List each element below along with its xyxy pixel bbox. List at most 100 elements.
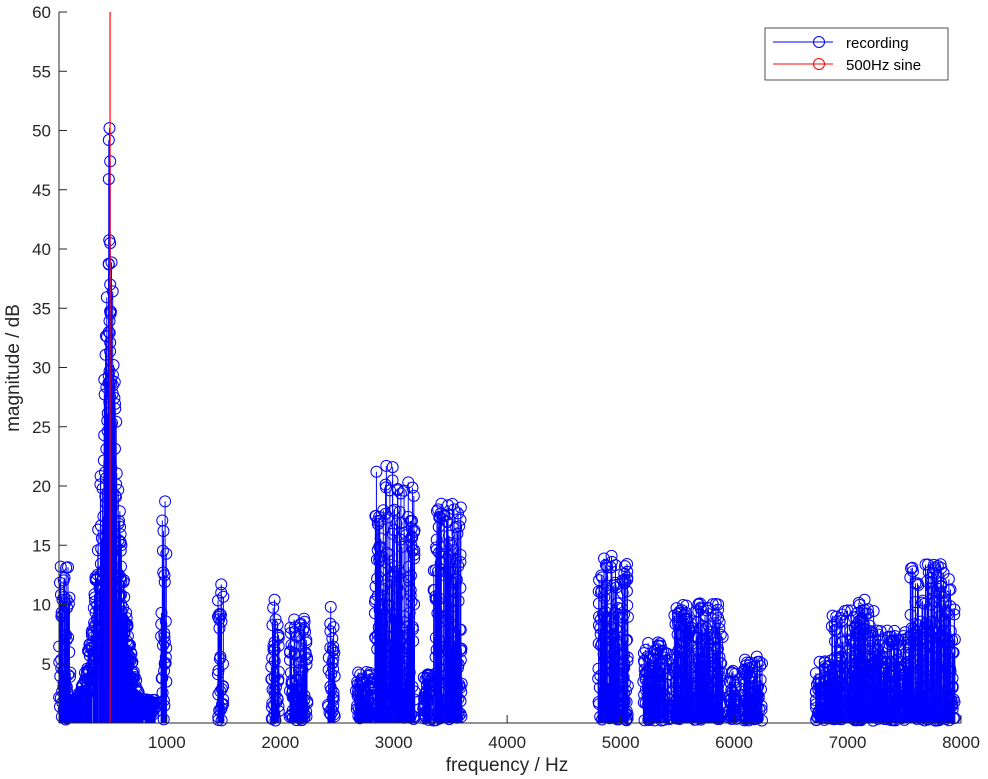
stem-marker bbox=[360, 666, 373, 679]
stem-marker bbox=[449, 552, 462, 565]
stem-marker bbox=[442, 550, 455, 563]
stem-marker bbox=[915, 708, 928, 721]
stem-marker bbox=[395, 517, 408, 530]
stem-marker bbox=[324, 617, 337, 630]
stem-marker bbox=[61, 601, 74, 614]
stem-marker bbox=[382, 677, 395, 690]
stem-marker bbox=[402, 629, 415, 642]
stem-marker bbox=[671, 615, 684, 628]
stem-marker bbox=[839, 667, 852, 680]
stem-marker bbox=[404, 584, 417, 597]
stem-marker bbox=[214, 607, 227, 620]
stem-marker bbox=[618, 560, 631, 573]
stem-marker bbox=[677, 599, 690, 612]
stem-marker bbox=[417, 671, 430, 684]
stem-marker bbox=[670, 698, 683, 711]
stem-marker bbox=[384, 640, 397, 653]
stem-marker bbox=[349, 684, 362, 697]
stem-marker bbox=[599, 611, 612, 624]
stem-marker bbox=[213, 704, 226, 717]
stem-marker bbox=[715, 657, 728, 670]
stem-marker bbox=[911, 625, 924, 638]
stem-marker bbox=[827, 663, 840, 676]
stem-marker bbox=[709, 698, 722, 711]
stem-marker bbox=[880, 657, 893, 670]
stem-marker bbox=[450, 573, 463, 586]
stem-marker bbox=[432, 503, 445, 516]
stem-marker bbox=[597, 608, 610, 621]
stem-marker bbox=[107, 359, 120, 372]
stem-marker bbox=[124, 646, 137, 659]
stem-marker bbox=[827, 671, 840, 684]
stem-marker bbox=[839, 698, 852, 711]
stem-marker bbox=[704, 709, 717, 722]
stem-marker bbox=[638, 654, 651, 667]
stem-marker bbox=[612, 658, 625, 671]
stem-marker bbox=[906, 565, 919, 578]
stem-marker bbox=[99, 490, 112, 503]
stem-marker bbox=[931, 582, 944, 595]
stem-marker bbox=[707, 631, 720, 644]
stem-marker bbox=[738, 653, 751, 666]
stem-marker bbox=[128, 688, 141, 701]
stem-marker bbox=[390, 517, 403, 530]
stem-marker bbox=[729, 676, 742, 689]
stem-marker bbox=[70, 696, 83, 709]
stem-marker bbox=[160, 641, 173, 654]
stem-marker bbox=[904, 641, 917, 654]
stem-marker bbox=[294, 619, 307, 632]
stem-marker bbox=[925, 582, 938, 595]
stem-marker bbox=[828, 624, 841, 637]
stem-marker bbox=[284, 709, 297, 722]
stem-marker bbox=[156, 639, 169, 652]
stem-marker bbox=[117, 613, 130, 626]
stem-marker bbox=[445, 538, 458, 551]
stem-marker bbox=[213, 622, 226, 635]
stem-marker bbox=[682, 655, 695, 668]
stem-marker bbox=[912, 578, 925, 591]
stem-marker bbox=[113, 590, 126, 603]
stem-marker bbox=[352, 666, 365, 679]
stem-marker bbox=[740, 696, 753, 709]
stem-marker bbox=[370, 465, 383, 478]
stem-marker bbox=[824, 680, 837, 693]
stem-marker bbox=[383, 484, 396, 497]
stem-marker bbox=[96, 482, 109, 495]
stem-marker bbox=[873, 633, 886, 646]
stem-marker bbox=[159, 495, 172, 508]
stem-marker bbox=[810, 678, 823, 691]
stem-marker bbox=[637, 675, 650, 688]
recording-series bbox=[53, 122, 961, 727]
stem-marker bbox=[393, 505, 406, 518]
stem-marker bbox=[159, 615, 172, 628]
stem-marker bbox=[390, 700, 403, 713]
stem-marker bbox=[403, 606, 416, 619]
stem-marker bbox=[111, 566, 124, 579]
stem-marker bbox=[402, 476, 415, 489]
stem-marker bbox=[435, 497, 448, 510]
stem-marker bbox=[455, 642, 468, 655]
stem-marker bbox=[82, 644, 95, 657]
stem-marker bbox=[693, 687, 706, 700]
stem-marker bbox=[714, 710, 727, 723]
stem-marker bbox=[874, 625, 887, 638]
stem-marker bbox=[298, 612, 311, 625]
stem-marker bbox=[397, 694, 410, 707]
stem-marker bbox=[156, 544, 169, 557]
stem-marker bbox=[441, 508, 454, 521]
stem-marker bbox=[216, 680, 229, 693]
stem-marker bbox=[160, 547, 173, 560]
stem-marker bbox=[714, 656, 727, 669]
stem-marker bbox=[621, 565, 634, 578]
stem-marker bbox=[386, 527, 399, 540]
stem-marker bbox=[690, 652, 703, 665]
stem-marker bbox=[750, 650, 763, 663]
stem-marker bbox=[744, 670, 757, 683]
stem-marker bbox=[301, 651, 314, 664]
stem-marker bbox=[890, 693, 903, 706]
stem-marker bbox=[948, 608, 961, 621]
stem-marker bbox=[65, 708, 78, 721]
stem-marker bbox=[692, 631, 705, 644]
stem-marker bbox=[741, 656, 754, 669]
